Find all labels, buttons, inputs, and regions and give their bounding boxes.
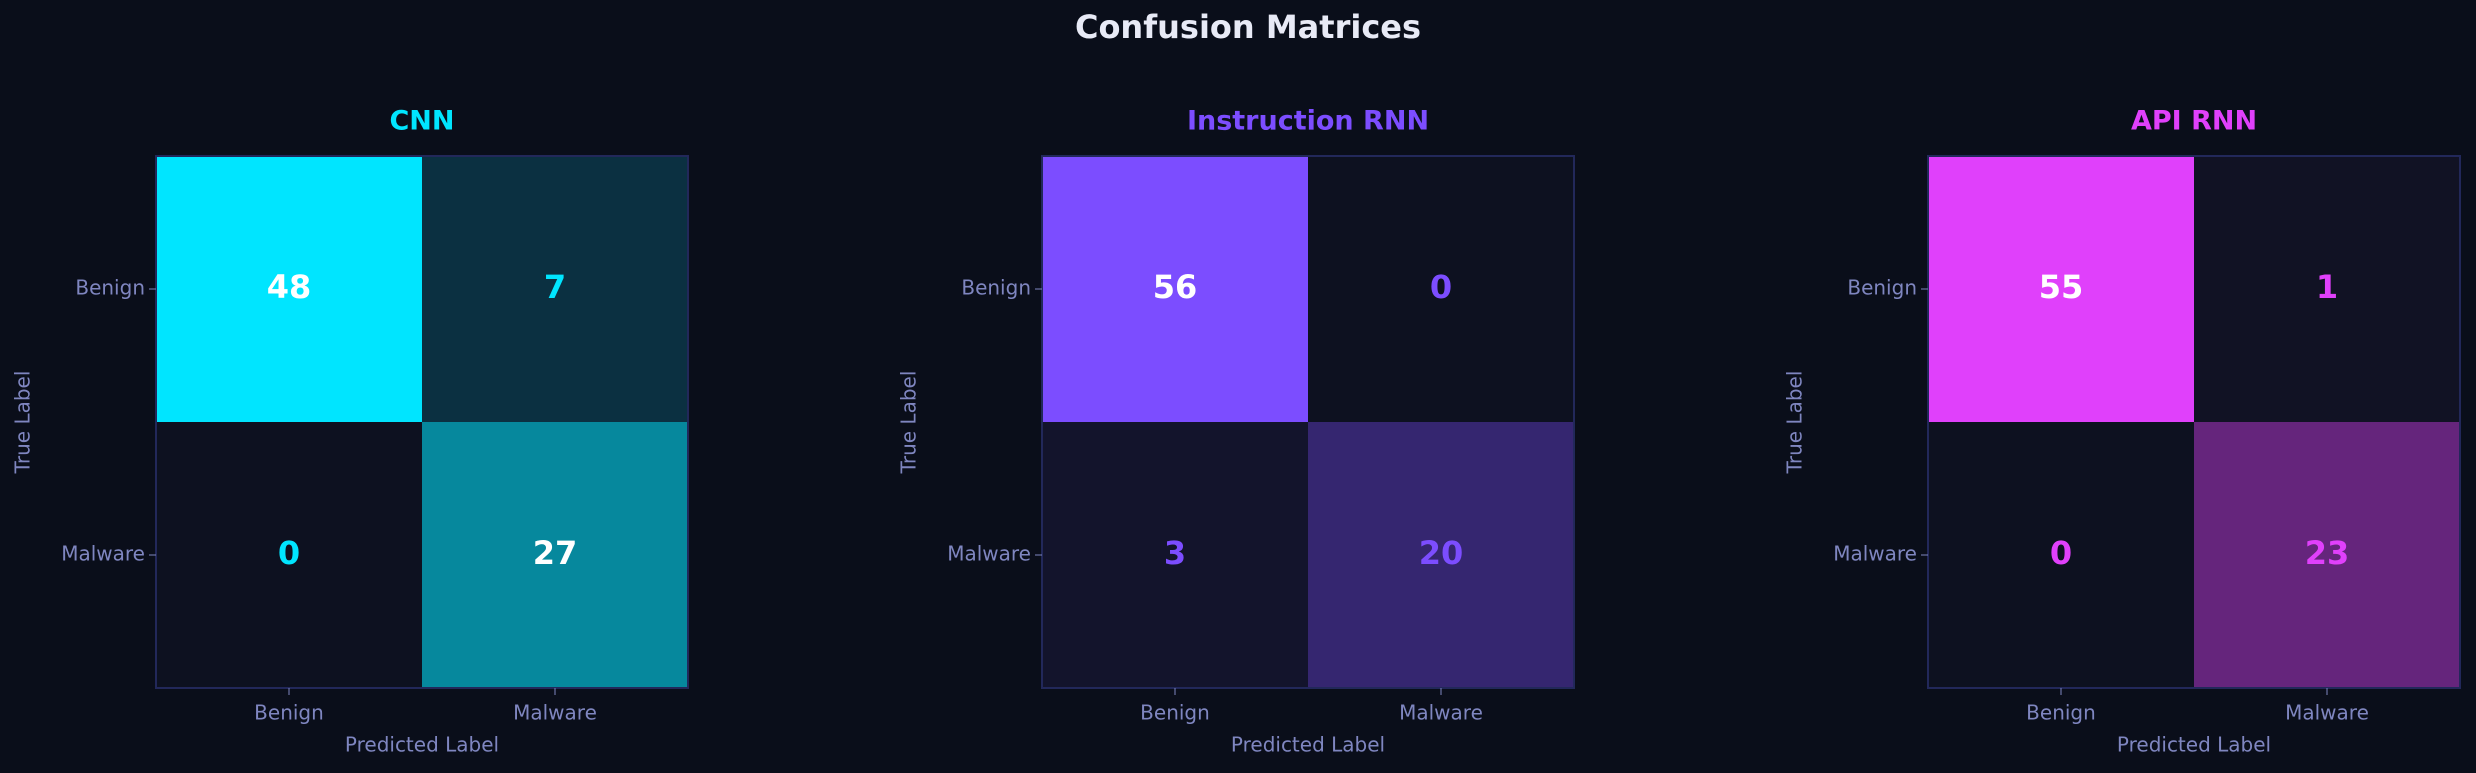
y-tick-label: Benign [961, 276, 1031, 300]
cell [1308, 422, 1574, 688]
subplot-title: Instruction RNN [1187, 106, 1429, 137]
y-tick-label: Malware [947, 542, 1031, 566]
frame [155, 155, 689, 689]
cell-value: 48 [267, 268, 312, 306]
x-tick-label: Benign [1140, 701, 1210, 725]
cell [1042, 422, 1308, 688]
cell-value: 55 [2039, 268, 2084, 306]
frame [1927, 155, 2461, 689]
x-tick-label: Malware [2285, 701, 2369, 725]
x-tick-label: Benign [2026, 701, 2096, 725]
x-axis-label: Predicted Label [2117, 733, 2271, 757]
cell [2194, 156, 2460, 422]
cell-value: 0 [278, 534, 300, 572]
frame [1041, 155, 1575, 689]
cell-value: 0 [1430, 268, 1452, 306]
cell [1042, 156, 1308, 422]
cell [1928, 156, 2194, 422]
figure-title: Confusion Matrices [1075, 8, 1421, 46]
cell-value: 0 [2050, 534, 2072, 572]
y-tick-label: Benign [1847, 276, 1917, 300]
x-axis-label: Predicted Label [345, 733, 499, 757]
cell [156, 156, 422, 422]
y-tick-label: Malware [1833, 542, 1917, 566]
cell [422, 422, 688, 688]
cell-value: 23 [2305, 534, 2350, 572]
cell-value: 27 [533, 534, 578, 572]
y-axis-label: True Label [11, 371, 35, 475]
cell [422, 156, 688, 422]
cell-value: 20 [1419, 534, 1464, 572]
cell-value: 3 [1164, 534, 1186, 572]
cell-value: 1 [2316, 268, 2338, 306]
cell [156, 422, 422, 688]
cell-value: 56 [1153, 268, 1198, 306]
y-tick-label: Malware [61, 542, 145, 566]
x-axis-label: Predicted Label [1231, 733, 1385, 757]
y-axis-label: True Label [1783, 371, 1807, 475]
cell [1308, 156, 1574, 422]
y-axis-label: True Label [897, 371, 921, 475]
cell-value: 7 [544, 268, 566, 306]
cell [2194, 422, 2460, 688]
cell [1928, 422, 2194, 688]
subplot-title: API RNN [2131, 106, 2257, 137]
x-tick-label: Malware [1399, 701, 1483, 725]
x-tick-label: Malware [513, 701, 597, 725]
y-tick-label: Benign [75, 276, 145, 300]
x-tick-label: Benign [254, 701, 324, 725]
subplot-title: CNN [389, 106, 454, 137]
